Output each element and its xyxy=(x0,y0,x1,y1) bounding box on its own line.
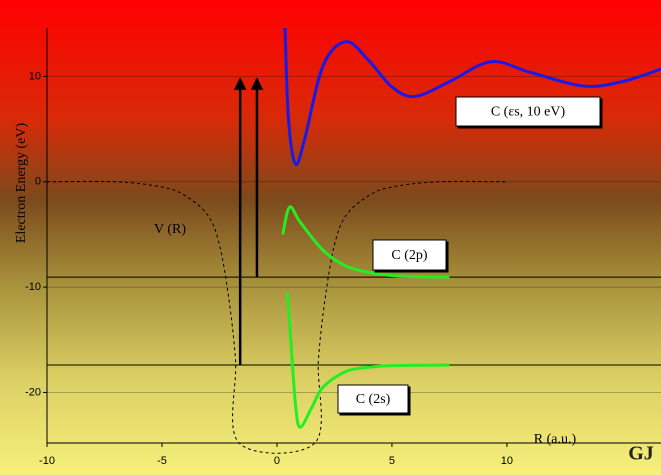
label-box xyxy=(337,384,409,414)
y-tick-label: 0 xyxy=(35,176,41,188)
x-tick-label: -10 xyxy=(39,455,55,467)
y-tick-label: -20 xyxy=(25,386,41,398)
wavefunction xyxy=(281,205,450,279)
x-tick-label: 10 xyxy=(501,455,513,467)
curve-label: C (2s) xyxy=(356,392,391,407)
wavefunction xyxy=(285,292,450,429)
label-box xyxy=(455,96,601,127)
y-tick-label: 10 xyxy=(29,70,41,82)
x-tick-label: -5 xyxy=(157,455,167,467)
x-tick-label: 0 xyxy=(274,455,280,467)
label-box xyxy=(372,239,447,271)
x-axis-label: R (a.u.) xyxy=(534,432,577,447)
curve-label: C (2p) xyxy=(391,248,428,263)
curve-label: C (εs, 10 eV) xyxy=(491,105,566,120)
wavefunction xyxy=(283,27,661,167)
curve-label: V (R) xyxy=(154,222,186,237)
y-axis-label: Electron Energy (eV) xyxy=(14,123,29,244)
x-tick-label: 5 xyxy=(389,455,395,467)
potential-curve xyxy=(46,180,507,454)
y-tick-label: -10 xyxy=(25,281,41,293)
logo: GJ xyxy=(628,443,654,465)
